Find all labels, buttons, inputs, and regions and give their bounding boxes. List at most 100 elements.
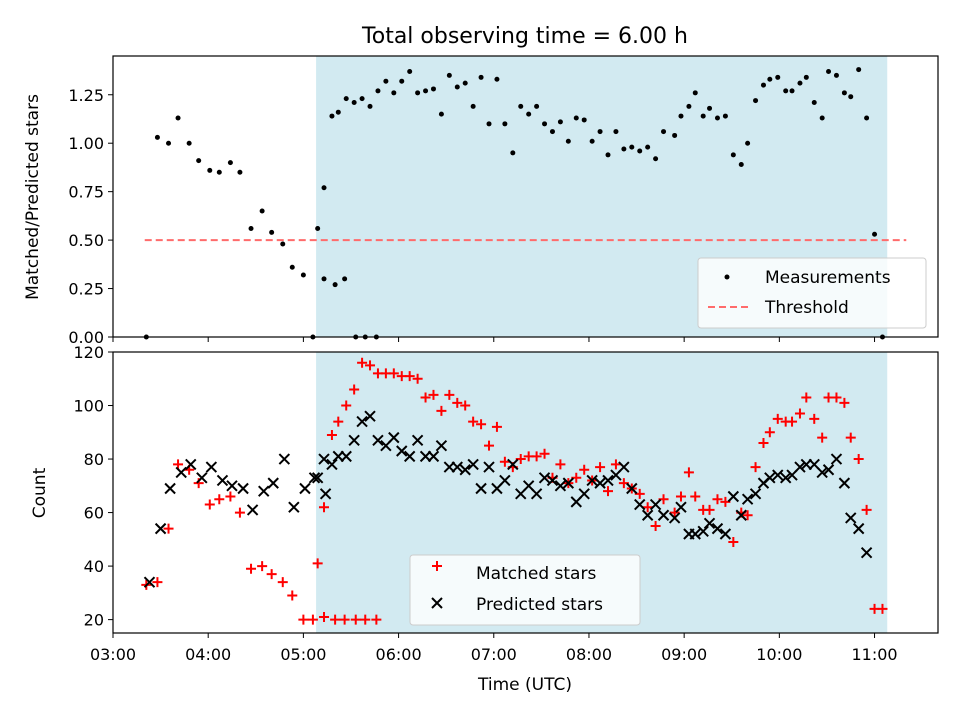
measurement-point	[819, 115, 825, 121]
predicted-star-point	[741, 493, 754, 505]
matched-star-point	[642, 502, 653, 513]
predicted-star-point	[634, 498, 646, 511]
matched-star-point	[750, 462, 761, 473]
matched-star-point	[341, 400, 352, 411]
matched-star-point	[728, 537, 739, 548]
measurement-point	[280, 241, 286, 247]
matched-star-point	[214, 494, 225, 505]
matched-star-point	[712, 494, 723, 505]
predicted-star-point	[196, 472, 208, 484]
predicted-star-point	[675, 501, 687, 513]
matched-star-point	[173, 459, 184, 470]
predicted-star-point	[735, 509, 747, 521]
matched-star-point	[326, 429, 337, 440]
y-tick-label: 1.00	[68, 134, 104, 153]
measurement-points	[143, 67, 885, 340]
matched-star-point	[371, 614, 382, 625]
predicted-star-point	[649, 498, 662, 511]
matched-star-point	[853, 454, 864, 465]
matched-star-point	[412, 373, 423, 384]
measurement-point	[321, 185, 327, 191]
top-panel: Total observing time = 6.00 h 0.000.250.…	[23, 24, 939, 347]
matched-star-point	[595, 462, 606, 473]
y-tick-label: 0.25	[68, 280, 104, 299]
measurement-point	[797, 80, 803, 86]
measurement-point	[767, 76, 773, 82]
measurement-point	[154, 134, 160, 140]
matched-star-point	[312, 558, 323, 569]
measurement-point	[672, 132, 678, 138]
bottom-legend-box	[409, 554, 641, 626]
predicted-star-point	[154, 522, 167, 535]
predicted-legend-marker	[431, 597, 443, 609]
matched-star-point	[319, 611, 330, 622]
measurement-point	[753, 98, 759, 104]
matched-star-point	[339, 614, 350, 625]
predicted-star-point	[205, 461, 218, 473]
y-tick-label: 40	[84, 557, 104, 576]
measurement-point	[833, 72, 839, 78]
measurement-point	[207, 167, 213, 173]
matched-star-point	[675, 491, 686, 502]
measurement-point	[399, 78, 405, 84]
matched-star-point	[690, 491, 701, 502]
predicted-star-point	[348, 434, 360, 447]
measurement-point	[714, 115, 720, 121]
matched-star-point	[350, 614, 361, 625]
measurement-point	[826, 69, 832, 75]
predicted-star-point	[299, 482, 311, 495]
predicted-star-point	[499, 474, 511, 487]
matched-star-point	[787, 416, 798, 427]
matched-star-point	[877, 603, 888, 614]
measurement-point	[383, 78, 389, 84]
predicted-star-point	[246, 504, 259, 516]
predicted-star-point	[451, 461, 463, 473]
y-tick-label: 80	[84, 450, 104, 469]
predicted-star-point	[711, 522, 724, 535]
measurement-point	[557, 119, 563, 125]
measurement-point	[518, 103, 524, 109]
measurement-point	[637, 148, 643, 154]
matched-star-point	[319, 502, 330, 513]
predicted-star-point	[838, 477, 851, 489]
x-tick-label: 03:00	[90, 645, 136, 664]
measurement-point	[407, 69, 413, 75]
bottom-legend: Matched stars Predicted stars	[409, 554, 641, 626]
measurement-point	[565, 138, 571, 144]
predicted-star-point	[278, 453, 291, 465]
matched-star-point	[436, 405, 447, 416]
matched-star-point	[452, 397, 463, 408]
matched-star-point	[845, 432, 856, 443]
measurement-point	[597, 129, 603, 135]
predicted-star-point	[467, 458, 479, 471]
measurement-point	[269, 229, 275, 235]
measurement-point	[686, 103, 692, 109]
measurement-point	[343, 96, 349, 102]
predicted-star-point	[326, 458, 338, 471]
measurement-point	[415, 90, 421, 96]
matched-star-point	[234, 507, 245, 518]
measurement-point	[166, 140, 172, 146]
measurement-point	[454, 84, 460, 90]
predicted-star-point	[852, 522, 865, 535]
measurement-point	[803, 74, 809, 80]
matched-star-point	[831, 392, 842, 403]
predicted-star-point	[816, 466, 828, 479]
measurement-point	[510, 150, 516, 156]
y-tick-label: 0.75	[68, 183, 104, 202]
matched-star-point	[204, 499, 215, 510]
matched-star-point	[287, 590, 298, 601]
predicted-star-point	[618, 461, 630, 473]
predicted-star-point	[689, 528, 701, 540]
measurement-point	[486, 121, 492, 127]
predicted-star-point	[403, 450, 416, 463]
predicted-star-point	[703, 517, 716, 529]
measurement-point	[446, 72, 452, 78]
predicted-star-point	[388, 431, 400, 444]
matched-star-point	[420, 392, 431, 403]
predicted-star-point	[727, 490, 740, 503]
measurement-point	[841, 90, 847, 96]
matched-star-point	[152, 577, 163, 588]
predicted-star-point	[779, 472, 792, 484]
x-tick-label: 09:00	[661, 645, 707, 664]
